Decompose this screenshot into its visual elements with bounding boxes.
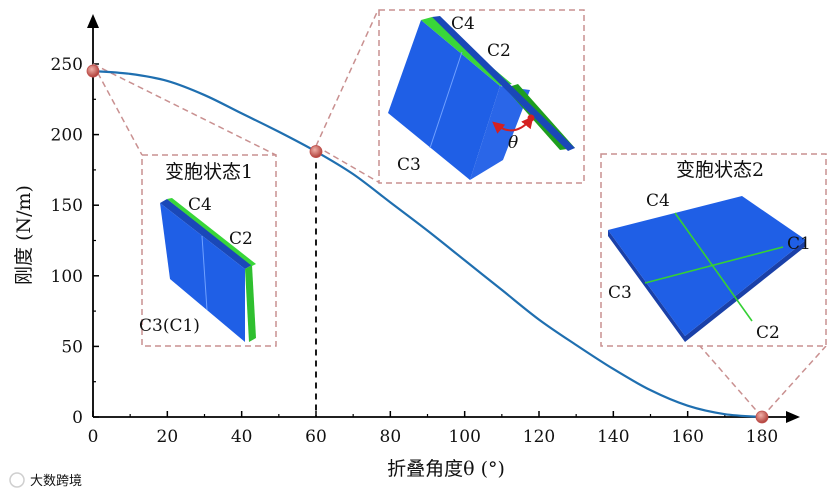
x-tick-label: 80 (380, 427, 402, 447)
x-axis-title: 折叠角度θ (°) (387, 458, 505, 480)
panel (160, 199, 252, 269)
inset-title: 变胞状态1 (165, 161, 253, 183)
x-tick-label: 100 (448, 427, 480, 447)
corner-label: C3(C1) (139, 316, 200, 336)
corner-label: C4 (451, 14, 475, 34)
y-tick-label: 150 (51, 196, 83, 216)
inset-title: 变胞状态2 (676, 159, 764, 181)
corner-label: C3 (397, 155, 421, 175)
guide-line (92, 63, 143, 156)
y-axis-arrow (87, 14, 99, 28)
stiffness-curve (92, 69, 763, 419)
hinge-line (674, 212, 753, 322)
marked-points (86, 64, 769, 424)
angle-label: θ (508, 133, 518, 153)
axes (87, 14, 800, 423)
x-tick-label: 180 (746, 427, 778, 447)
y-axis-title: 刚度 (N/m) (13, 185, 35, 285)
guide-line (315, 145, 381, 184)
y-ticks: 0 50 100 150 200 250 (51, 55, 99, 428)
x-axis-arrow (786, 411, 800, 423)
corner-label: C4 (188, 195, 212, 215)
hinge-strip (167, 198, 256, 266)
watermark-text: 大数跨境 (30, 474, 82, 489)
x-tick-label: 140 (597, 427, 629, 447)
y-tick-label: 100 (51, 267, 83, 287)
panel-seam (429, 51, 463, 149)
y-tick-label: 50 (61, 337, 83, 357)
panel (388, 20, 500, 180)
data-point-marker (86, 64, 100, 78)
hinge-strip (245, 265, 256, 342)
data-point-marker (755, 410, 769, 424)
guide-line (761, 345, 827, 418)
inset-state-mid: C4 C2 C3 θ (378, 9, 585, 184)
panel (160, 203, 245, 342)
panel-seam (201, 235, 208, 311)
watermark-logo-icon (9, 472, 25, 488)
corner-label: C2 (487, 41, 511, 61)
guide-line (315, 9, 379, 147)
corner-label: C2 (229, 229, 253, 249)
corner-label: C4 (646, 191, 670, 211)
y-tick-label: 250 (51, 55, 83, 75)
panel (432, 16, 575, 151)
watermark: 大数跨境 (9, 472, 82, 489)
corner-label: C3 (608, 283, 632, 303)
x-tick-label: 40 (231, 427, 253, 447)
angle-arrow (492, 116, 534, 134)
corner-label: C1 (787, 234, 811, 254)
x-tick-label: 120 (523, 427, 555, 447)
panel-edge (608, 230, 806, 342)
inset-state-1: 变胞状态1 C4 C2 C3(C1) (139, 154, 277, 347)
x-tick-label: 20 (157, 427, 179, 447)
inset-guide-lines (92, 9, 827, 418)
x-ticks: 0 20 40 60 80 100 120 140 160 180 (88, 411, 778, 447)
y-tick-label: 200 (51, 126, 83, 146)
x-tick-label: 160 (671, 427, 703, 447)
guide-line (699, 345, 763, 418)
angle-vertex (527, 114, 535, 122)
x-tick-label: 0 (88, 427, 99, 447)
x-tick-label: 60 (305, 427, 327, 447)
inset-state-2: 变胞状态2 C4 C1 C3 C2 (600, 153, 827, 347)
hinge-line (644, 246, 784, 284)
guide-line (92, 63, 277, 156)
y-tick-label: 0 (72, 408, 83, 428)
corner-label: C2 (756, 323, 780, 343)
data-point-marker (309, 145, 323, 158)
